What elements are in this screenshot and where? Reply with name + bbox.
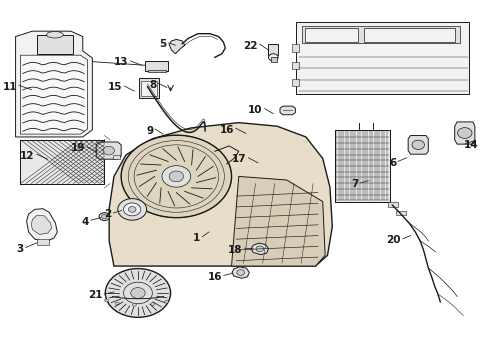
Circle shape	[102, 146, 114, 155]
Text: 13: 13	[114, 57, 128, 67]
Circle shape	[411, 140, 424, 149]
Polygon shape	[454, 122, 474, 144]
Polygon shape	[26, 209, 57, 242]
Circle shape	[164, 300, 168, 303]
Circle shape	[118, 199, 146, 220]
Text: 17: 17	[231, 154, 246, 164]
Bar	[268, 44, 278, 55]
Text: 22: 22	[243, 41, 257, 50]
Polygon shape	[96, 142, 121, 159]
Bar	[113, 155, 120, 159]
Bar	[139, 78, 159, 98]
Bar	[141, 81, 157, 96]
Circle shape	[105, 269, 170, 318]
Text: 21: 21	[88, 291, 102, 301]
Text: 16: 16	[207, 272, 222, 282]
Circle shape	[130, 288, 145, 298]
Circle shape	[123, 203, 141, 216]
Polygon shape	[296, 22, 468, 94]
Polygon shape	[407, 135, 427, 154]
Text: 10: 10	[248, 105, 262, 115]
Polygon shape	[244, 126, 260, 138]
Text: 6: 6	[388, 158, 395, 168]
Bar	[271, 57, 277, 62]
Bar	[291, 62, 298, 69]
Circle shape	[115, 302, 119, 305]
Text: 11: 11	[2, 82, 17, 92]
Bar	[261, 166, 268, 170]
Circle shape	[104, 299, 108, 302]
Text: 2: 2	[104, 210, 111, 220]
Circle shape	[123, 282, 152, 304]
Polygon shape	[169, 40, 184, 54]
Text: 12: 12	[20, 150, 35, 161]
Text: 14: 14	[463, 140, 477, 150]
Polygon shape	[231, 267, 249, 278]
Circle shape	[121, 135, 231, 218]
Polygon shape	[20, 55, 87, 134]
Circle shape	[256, 246, 263, 252]
Text: 1: 1	[193, 233, 200, 243]
Circle shape	[150, 303, 154, 306]
Circle shape	[169, 171, 183, 182]
Text: 16: 16	[219, 125, 233, 135]
Circle shape	[200, 127, 209, 134]
Text: 7: 7	[351, 179, 358, 189]
Ellipse shape	[46, 32, 63, 38]
Text: 3: 3	[17, 244, 24, 254]
Bar	[334, 130, 389, 202]
Circle shape	[256, 156, 273, 169]
Bar	[305, 28, 357, 41]
Bar	[302, 26, 460, 43]
Circle shape	[236, 270, 244, 275]
Polygon shape	[251, 243, 268, 255]
Circle shape	[102, 215, 107, 219]
Text: 19: 19	[71, 143, 85, 153]
Bar	[37, 239, 49, 245]
Text: 15: 15	[108, 82, 122, 93]
Polygon shape	[280, 106, 295, 115]
Text: 20: 20	[386, 235, 400, 245]
Text: 4: 4	[81, 217, 89, 226]
Circle shape	[128, 207, 136, 212]
Polygon shape	[16, 31, 92, 137]
Polygon shape	[109, 123, 332, 266]
Circle shape	[132, 303, 136, 306]
Bar	[37, 35, 73, 54]
Bar	[20, 140, 104, 184]
Bar	[20, 140, 104, 184]
Bar	[363, 28, 454, 41]
Bar	[291, 79, 298, 86]
Text: 5: 5	[159, 40, 166, 49]
Bar	[387, 202, 397, 207]
Bar	[145, 60, 168, 71]
Circle shape	[457, 128, 471, 138]
Bar	[334, 130, 389, 202]
Text: 9: 9	[146, 126, 153, 135]
Text: 8: 8	[149, 80, 156, 90]
Bar	[395, 211, 405, 215]
Circle shape	[99, 213, 109, 221]
Bar	[147, 69, 165, 72]
Circle shape	[162, 166, 190, 187]
Circle shape	[260, 159, 269, 166]
Polygon shape	[31, 215, 51, 234]
Circle shape	[268, 54, 278, 61]
Polygon shape	[231, 176, 325, 266]
Circle shape	[247, 128, 257, 135]
Bar	[291, 44, 298, 51]
Text: 18: 18	[227, 244, 242, 255]
